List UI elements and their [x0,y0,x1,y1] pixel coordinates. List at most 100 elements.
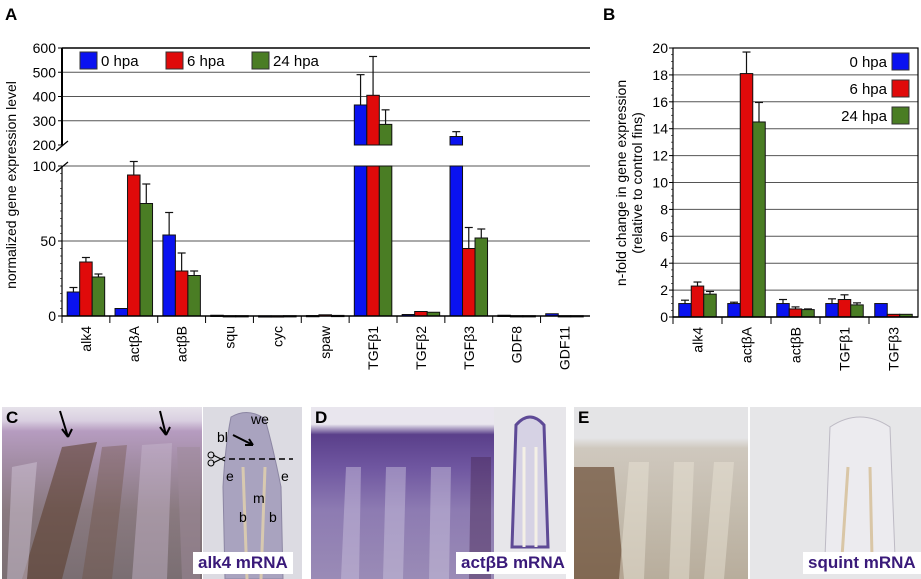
label-bl: bl [217,429,228,445]
bar-upper [449,136,464,146]
y-tick-label: 400 [33,89,57,105]
y-tick-label: 200 [33,137,57,153]
label-e-left: e [226,468,234,484]
bar [353,165,368,317]
x-tick-label: actβB [788,327,804,363]
x-tick-label: alk4 [78,326,94,352]
bar [378,165,393,317]
bar [174,270,189,317]
bar [91,276,106,317]
bar [776,303,790,318]
label-we: we [251,411,269,427]
legend-label: 0 hpa [101,53,139,70]
x-tick-label: TGFβ3 [886,327,902,371]
x-tick-label: GDF11 [556,326,572,370]
caption-d: actβB mRNA [456,552,570,574]
legend-swatch [79,51,98,70]
bar [462,248,476,317]
bar [825,303,839,318]
bar [752,121,766,318]
chart-b: n-fold change in gene expression (relati… [613,40,919,371]
arrow-icon [232,434,254,446]
y-tick-label: 4 [660,255,668,271]
chart-b-ylabel2: (relative to control fins) [629,112,645,254]
x-tick-label: alk4 [690,327,706,353]
bar [474,237,489,317]
x-tick-label: TGFβ1 [365,326,381,370]
image-d-section [494,407,566,579]
bar [187,275,201,317]
legend-label: 24 hpa [273,53,320,70]
caption-c: alk4 mRNA [193,552,293,574]
bar-upper [378,123,393,146]
y-tick-label: 14 [652,121,668,137]
panel-label-c: C [6,408,19,427]
label-m: m [253,490,265,506]
legend-swatch [891,79,910,98]
bar [801,309,815,318]
y-tick-label: 300 [33,113,57,129]
legend-label: 0 hpa [849,54,887,71]
image-c-wholemount [2,407,202,579]
axis-break-mark [55,140,69,152]
caption-e: squint mRNA [803,552,921,574]
bar [788,308,803,318]
bar [690,285,705,318]
arrow-icon [159,410,171,436]
chart-b-ylabel: n-fold change in gene expression [613,80,629,286]
bar [727,303,741,318]
bar [703,293,717,318]
y-tick-label: 2 [660,282,668,298]
legend-label: 6 hpa [849,81,887,98]
bar [449,165,464,317]
legend-label: 6 hpa [187,53,225,70]
y-tick-label: 18 [652,67,668,83]
bar [66,291,81,317]
y-tick-label: 0 [48,308,56,324]
fin-rays-c [7,410,200,579]
x-tick-label: TGFβ3 [461,326,477,370]
x-tick-label: actβA [739,326,755,363]
bar [162,234,176,317]
bar [739,73,754,318]
y-tick-label: 12 [652,148,668,164]
y-tick-label: 500 [33,64,57,80]
x-tick-label: TGFβ1 [837,327,853,371]
chart-b-legend: 0 hpa 6 hpa 24 hpa [841,52,910,125]
chart-a-ylabel: normalized gene expression level [3,81,19,289]
y-tick-label: 10 [652,175,668,191]
bar [366,165,380,317]
y-tick-label: 8 [660,201,668,217]
y-tick-label: 0 [660,309,668,325]
image-e-section [750,407,921,579]
bar-upper [353,104,368,146]
bar [850,304,864,318]
bar [79,261,93,317]
x-tick-label: spaw [317,325,333,359]
axis-break-mark [55,161,69,173]
legend-swatch [251,51,270,70]
bar-upper [366,94,380,146]
bar [837,299,852,318]
bar [678,303,692,318]
y-tick-label: 600 [33,40,57,56]
x-tick-label: actβB [174,326,190,362]
legend-swatch [891,52,910,71]
panel-label-d: D [315,408,328,427]
y-tick-label: 6 [660,228,668,244]
chart-a: normalized gene expression level 0 50 100 2… [3,40,590,370]
label-b-right: b [269,509,277,525]
label-e-right: e [281,468,289,484]
panel-label-e: E [578,408,590,427]
x-tick-label: squ [221,326,237,349]
chart-a-legend: 0 hpa 6 hpa 24 hpa [79,51,320,70]
label-b-left: b [239,509,247,525]
bar [114,308,129,317]
x-tick-label: TGFβ2 [413,326,429,370]
y-tick-label: 100 [33,158,57,174]
image-d-wholemount [311,407,494,579]
legend-swatch [165,51,184,70]
panel-label-b: B [603,5,616,24]
y-tick-label: 16 [652,94,668,110]
x-tick-label: cyc [269,326,285,347]
